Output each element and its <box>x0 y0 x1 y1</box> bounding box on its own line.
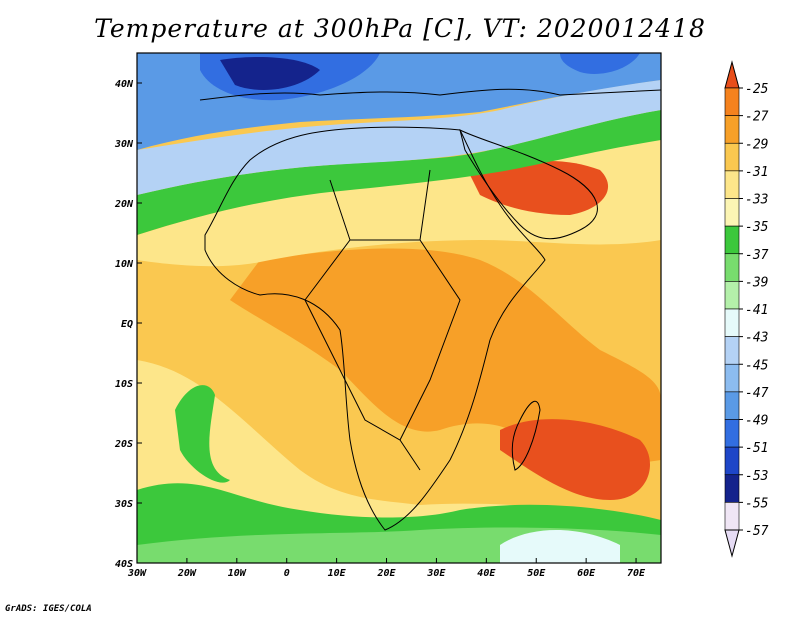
colorbar-segment <box>724 502 740 531</box>
colorbar-label: -51 <box>745 441 768 456</box>
colorbar-segment <box>724 446 740 476</box>
colorbar-label: -33 <box>745 193 768 208</box>
lat-tick-label: 30N <box>114 139 134 150</box>
field-arabia-hot <box>470 160 609 215</box>
colorbar-label: -29 <box>745 137 768 152</box>
colorbar: -25 -27 -29 -31 -33 -35 -37 -39 -41 -43 -45 -47 -49 -… <box>724 60 769 558</box>
field-north-green <box>137 110 661 235</box>
credit-label: GrADS: IGES/COLA <box>5 604 92 614</box>
lon-tick-label: 20W <box>177 568 197 579</box>
plot-frame <box>136 52 662 564</box>
lon-tick-label: 30E <box>426 568 446 579</box>
lat-tick-label: 10N <box>115 259 134 270</box>
africa-coastline <box>204 126 546 531</box>
colorbar-top-triangle <box>724 60 740 89</box>
colorbar-segment <box>724 170 740 199</box>
map-title: Temperature at 300hPa [C], VT: 202001241… <box>94 14 706 43</box>
colorbar-label: -25 <box>745 82 769 97</box>
field-south-pale <box>500 530 620 563</box>
lat-tick-label: 40N <box>115 79 134 90</box>
colorbar-segment <box>724 363 740 393</box>
colorbar-label: -45 <box>745 358 769 373</box>
lon-tick-label: 0 <box>284 568 290 579</box>
colorbar-label: -43 <box>745 331 768 346</box>
colorbar-label: -55 <box>745 496 769 511</box>
colorbar-label: -53 <box>745 469 768 484</box>
colorbar-segment <box>724 336 740 365</box>
lon-tick-label: 40E <box>477 568 496 579</box>
colorbar-segment <box>724 474 740 503</box>
colorbar-segment <box>724 419 740 448</box>
lat-tick-label: 40S <box>115 559 133 570</box>
colorbar-segment <box>724 115 740 144</box>
colorbar-segment <box>724 198 740 227</box>
mediterranean-coastline <box>199 88 662 101</box>
lon-tick-label: 10W <box>228 568 247 579</box>
field-cold-core <box>220 57 320 90</box>
lon-tick-label: 70E <box>627 568 646 579</box>
lat-tick-label: 20N <box>114 199 134 210</box>
colorbar-segment <box>724 253 740 282</box>
colorbar-label: -41 <box>745 303 768 318</box>
field-south-atlantic-green <box>175 385 230 483</box>
arabia-coastline <box>459 129 598 240</box>
lat-tick-label: EQ <box>121 319 133 330</box>
lat-tick-label: 10S <box>115 379 133 390</box>
colorbar-segment <box>724 87 740 116</box>
field-tropical-orange <box>230 248 661 464</box>
colorbar-label: -57 <box>745 524 769 539</box>
colorbar-segment <box>724 308 740 337</box>
colorbar-label: -27 <box>745 110 769 125</box>
field-madagascar-hot <box>500 419 650 500</box>
field-north-lightblue <box>137 80 661 195</box>
lon-tick-label: 50E <box>527 568 546 579</box>
coastlines <box>199 88 662 531</box>
colorbar-bottom-triangle <box>724 529 740 558</box>
colorbar-label: -39 <box>745 275 768 290</box>
temperature-field <box>137 53 661 563</box>
axis-ticks: 30W 20W 10W 0 10E 20E 30E 40E 50E 60E 70E 40N 30N 20N… <box>114 79 646 579</box>
colorbar-segment <box>724 142 740 172</box>
colorbar-label: -49 <box>745 414 768 429</box>
lon-tick-label: 60E <box>577 568 596 579</box>
madagascar-coastline <box>511 400 541 471</box>
colorbar-segment <box>724 391 740 420</box>
lat-tick-label: 20S <box>114 439 133 450</box>
lon-tick-label: 30W <box>127 568 147 579</box>
lon-tick-label: 20E <box>376 568 396 579</box>
lat-tick-label: 30S <box>114 499 133 510</box>
colorbar-label: -35 <box>745 220 769 235</box>
country-borders <box>304 169 461 471</box>
colorbar-label: -31 <box>745 165 768 180</box>
field-northeast-blue <box>560 53 640 74</box>
lon-tick-label: 10E <box>328 568 347 579</box>
colorbar-segment <box>724 281 740 310</box>
colorbar-label: -37 <box>745 248 769 263</box>
colorbar-label: -47 <box>745 386 769 401</box>
colorbar-segment <box>724 225 740 255</box>
